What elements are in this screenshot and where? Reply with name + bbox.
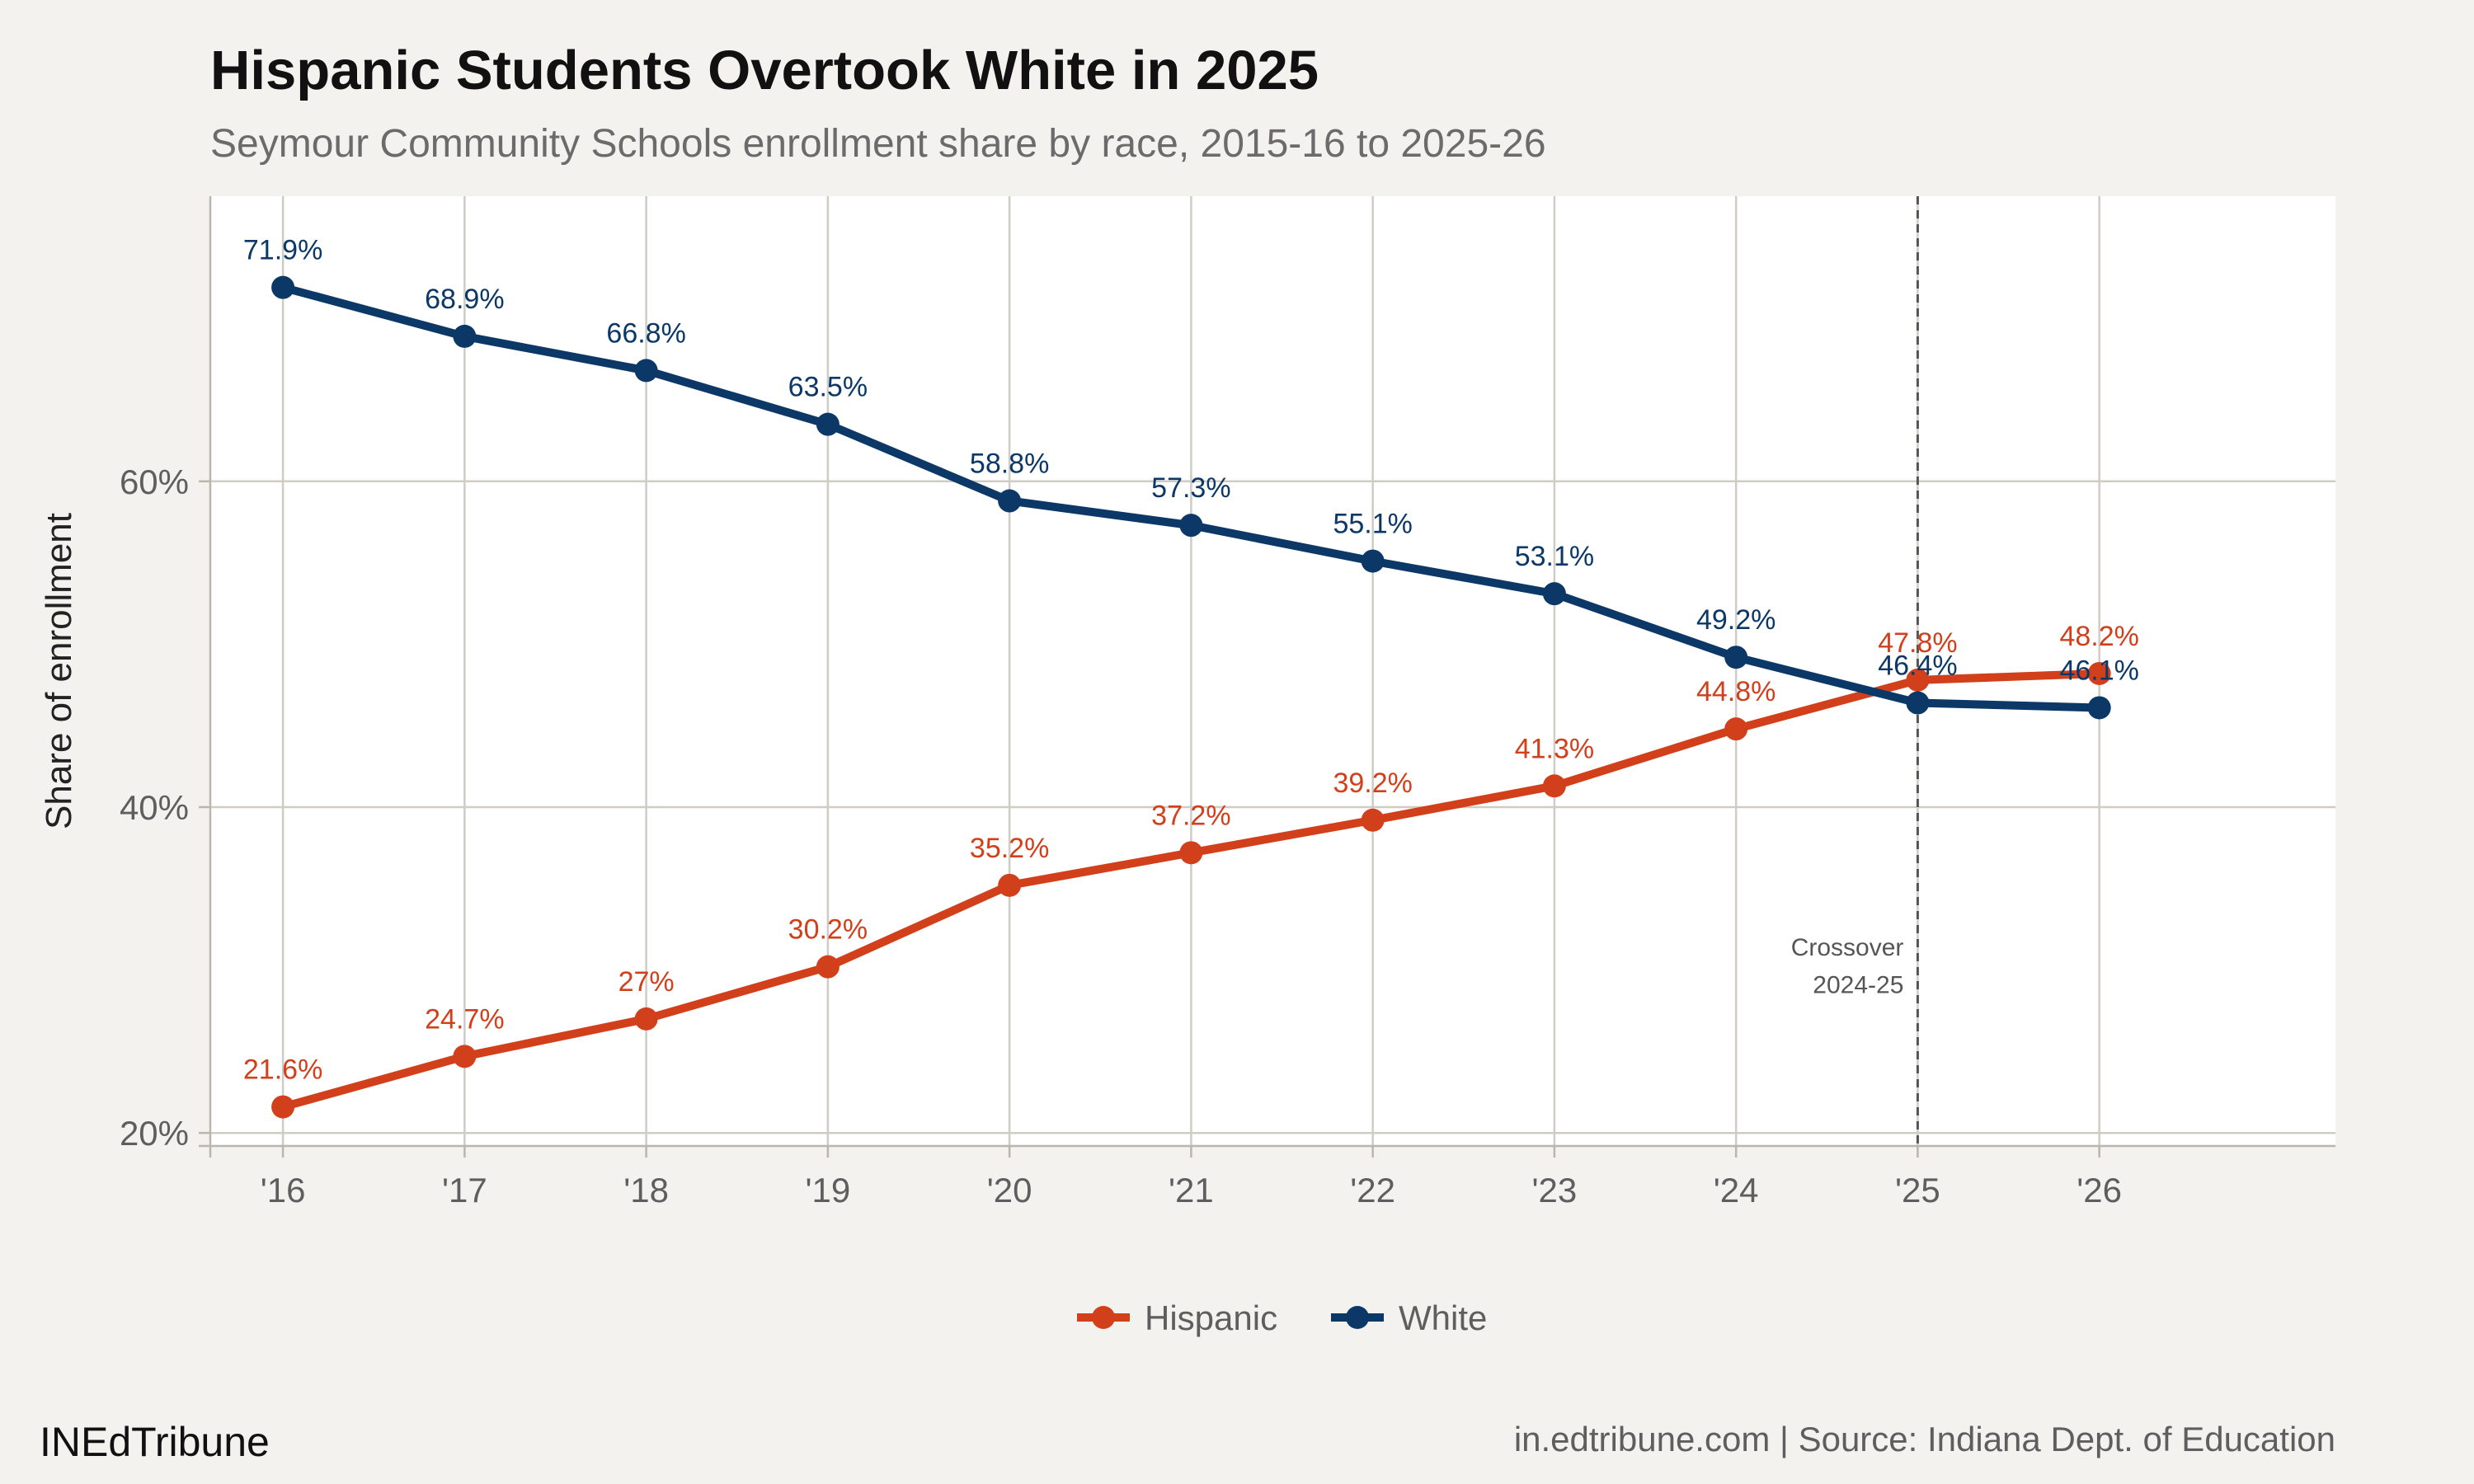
data-point-white [2087, 696, 2111, 720]
data-point-white [816, 412, 840, 436]
data-label-white: 55.1% [1333, 509, 1412, 540]
y-tick-label: 20% [120, 1114, 189, 1153]
data-point-hispanic [1361, 808, 1385, 832]
x-tick-label: '19 [805, 1171, 850, 1209]
data-point-hispanic [1906, 668, 1930, 692]
data-label-white: 71.9% [243, 235, 322, 266]
x-tick-label: '18 [623, 1171, 669, 1209]
data-label-hispanic: 35.2% [970, 833, 1049, 864]
plot-panel [210, 196, 2335, 1146]
data-label-white: 68.9% [425, 284, 504, 315]
x-tick-label: '16 [261, 1171, 306, 1209]
data-label-white: 49.2% [1696, 604, 1776, 636]
x-tick-label: '21 [1169, 1171, 1214, 1209]
x-tick-label: '24 [1714, 1171, 1759, 1209]
series-hispanic [271, 661, 2111, 1119]
data-point-white [1906, 691, 1930, 715]
crossover-label-line-2: 2024-25 [1813, 971, 1903, 998]
series-white [271, 275, 2111, 720]
data-label-hispanic: 37.2% [1151, 800, 1230, 831]
data-point-white [1542, 582, 1566, 606]
data-label-white: 63.5% [788, 372, 868, 403]
legend-key-point [1346, 1306, 1369, 1329]
legend-item-white: White [1331, 1298, 1487, 1337]
data-label-white: 58.8% [970, 448, 1049, 480]
data-label-hispanic: 21.6% [243, 1054, 322, 1086]
x-tick-label: '17 [442, 1171, 487, 1209]
data-label-hispanic: 24.7% [425, 1003, 504, 1035]
data-point-white [1179, 514, 1203, 538]
data-label-hispanic: 27% [618, 966, 675, 998]
legend-label: White [1399, 1298, 1487, 1337]
data-label-hispanic: 41.3% [1515, 733, 1594, 764]
data-point-white [1724, 646, 1748, 669]
data-label-white: 46.1% [2059, 655, 2138, 686]
crossover-annotation: Crossover 2024-25 [1791, 196, 1919, 1146]
y-axis-title: Share of enrollment [39, 513, 79, 829]
x-tick-label: '25 [1895, 1171, 1940, 1209]
x-tick-label: '26 [2077, 1171, 2122, 1209]
data-point-white [271, 275, 295, 299]
data-point-white [998, 489, 1022, 513]
series-group [271, 275, 2111, 1119]
brand-caption: INEdTribune [40, 1419, 270, 1465]
data-label-white: 53.1% [1515, 541, 1594, 572]
legend-key-point [1092, 1306, 1115, 1329]
axes: 20% 40% 60% '16 '17 '18 '19 '20 '21 '22 '23 '24 '25 '… [120, 196, 2335, 1209]
data-point-white [453, 324, 477, 348]
legend: Hispanic White [1077, 1298, 1487, 1337]
data-label-hispanic: 48.2% [2059, 621, 2138, 652]
data-label-hispanic: 47.8% [1878, 627, 1957, 659]
y-tick-label: 60% [120, 463, 189, 501]
data-label-white: 46.4% [1878, 650, 1957, 682]
chart-title: Hispanic Students Overtook White in 2025 [210, 40, 1319, 101]
x-tick-label: '20 [987, 1171, 1032, 1209]
data-labels: 21.6% 24.7% 27% 30.2% 35.2% 37.2% 39.2% 41.3% 44… [243, 235, 2139, 1086]
data-point-hispanic [816, 955, 840, 979]
data-point-hispanic [1179, 841, 1203, 865]
legend-label: Hispanic [1145, 1298, 1277, 1337]
data-point-hispanic [1542, 774, 1566, 798]
data-label-hispanic: 30.2% [788, 914, 868, 946]
data-label-white: 66.8% [606, 317, 685, 349]
x-tick-label: '23 [1532, 1171, 1578, 1209]
data-label-hispanic: 39.2% [1333, 768, 1412, 799]
chart-subtitle: Seymour Community Schools enrollment sha… [210, 122, 1546, 166]
data-point-white [634, 359, 658, 383]
crossover-label-line-1: Crossover [1791, 934, 1904, 961]
source-caption: in.edtribune.com | Source: Indiana Dept.… [1514, 1420, 2335, 1458]
data-point-hispanic [453, 1045, 477, 1068]
legend-item-hispanic: Hispanic [1077, 1298, 1277, 1337]
data-label-white: 57.3% [1151, 472, 1230, 504]
data-point-hispanic [998, 873, 1022, 897]
data-point-hispanic [271, 1095, 295, 1119]
data-point-hispanic [2087, 661, 2111, 685]
y-tick-label: 40% [120, 788, 189, 827]
x-tick-label: '22 [1350, 1171, 1395, 1209]
data-point-hispanic [634, 1007, 658, 1031]
data-point-hispanic [1724, 717, 1748, 741]
data-label-hispanic: 44.8% [1696, 676, 1776, 707]
data-point-white [1361, 549, 1385, 573]
